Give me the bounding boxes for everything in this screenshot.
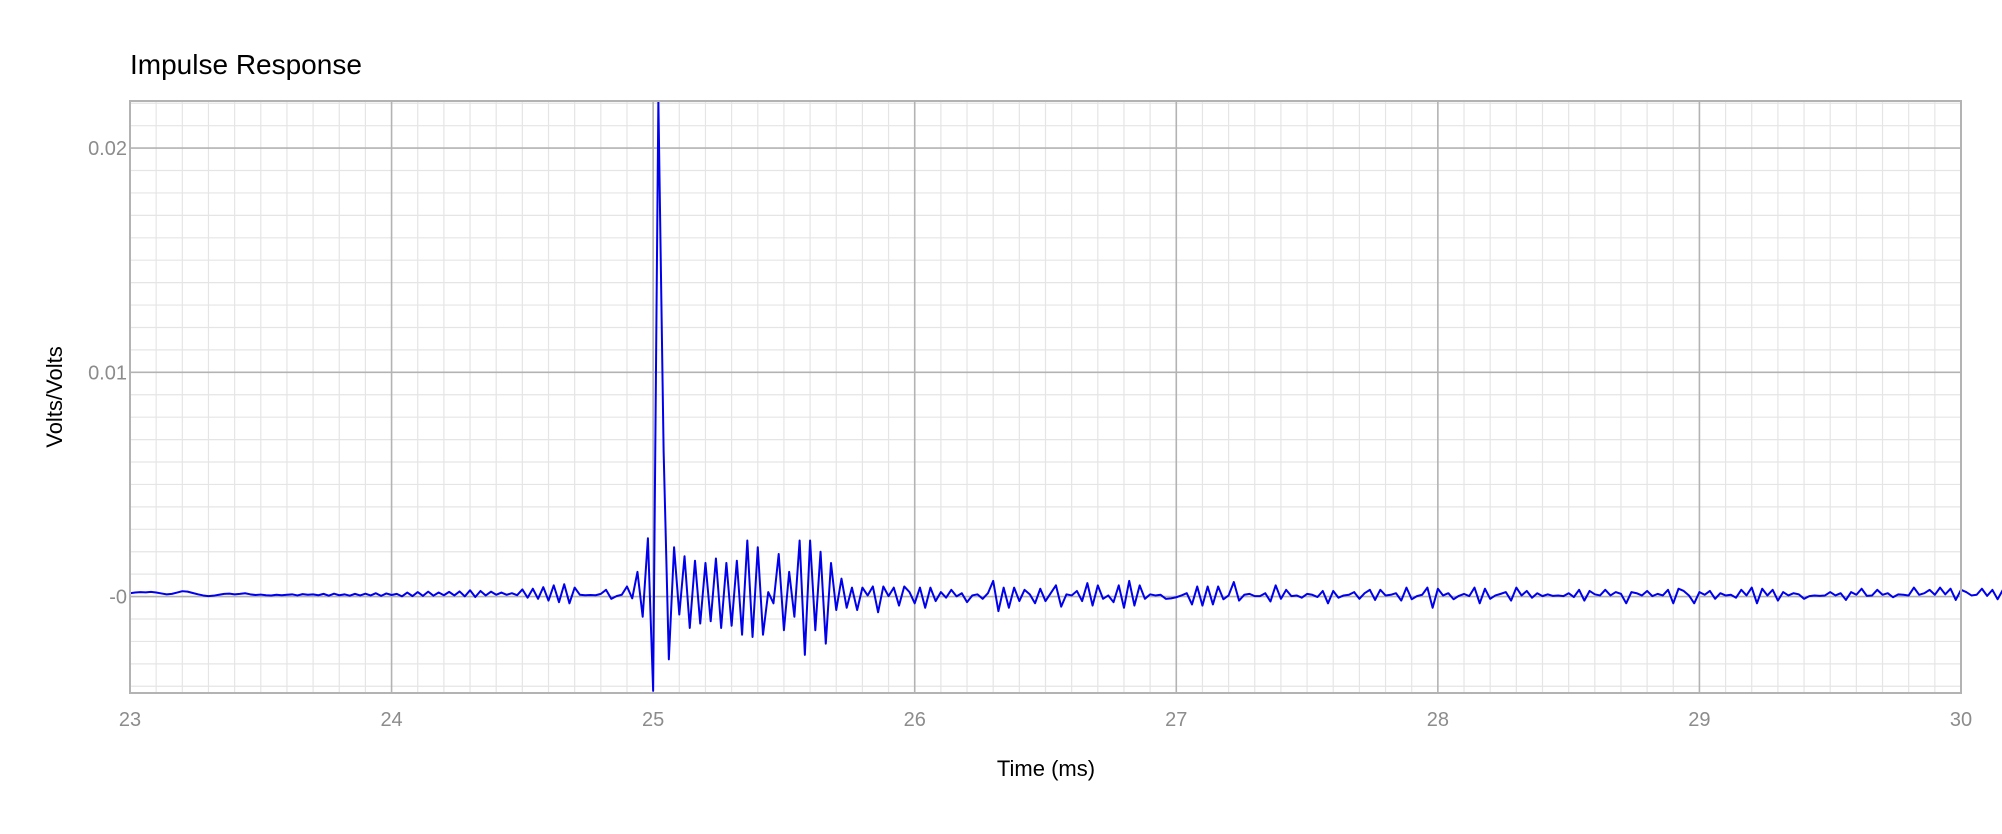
x-axis-label: Time (ms) [997,756,1095,781]
x-tick-label: 28 [1427,709,1449,731]
y-tick-label: -0 [109,587,127,609]
y-axis-label: Volts/Volts [42,346,67,448]
series-layer [129,100,2002,692]
x-tick-label: 29 [1688,709,1710,731]
y-tick-label: 0.02 [88,138,127,160]
x-tick-label: 24 [380,709,402,731]
chart-title: Impulse Response [130,49,362,80]
x-tick-label: 27 [1165,709,1187,731]
x-tick-label: 26 [904,709,926,731]
y-tick-label: 0.01 [88,362,127,384]
x-tick-label: 23 [119,709,141,731]
series-line-1 [129,100,2002,692]
x-tick-label: 25 [642,709,664,731]
x-tick-label: 30 [1950,709,1972,731]
tick-labels: 23 24 25 26 27 28 29 30 -0 0.01 0.02 [88,138,1972,731]
plot-frame [129,100,1962,694]
grid [129,101,1962,693]
